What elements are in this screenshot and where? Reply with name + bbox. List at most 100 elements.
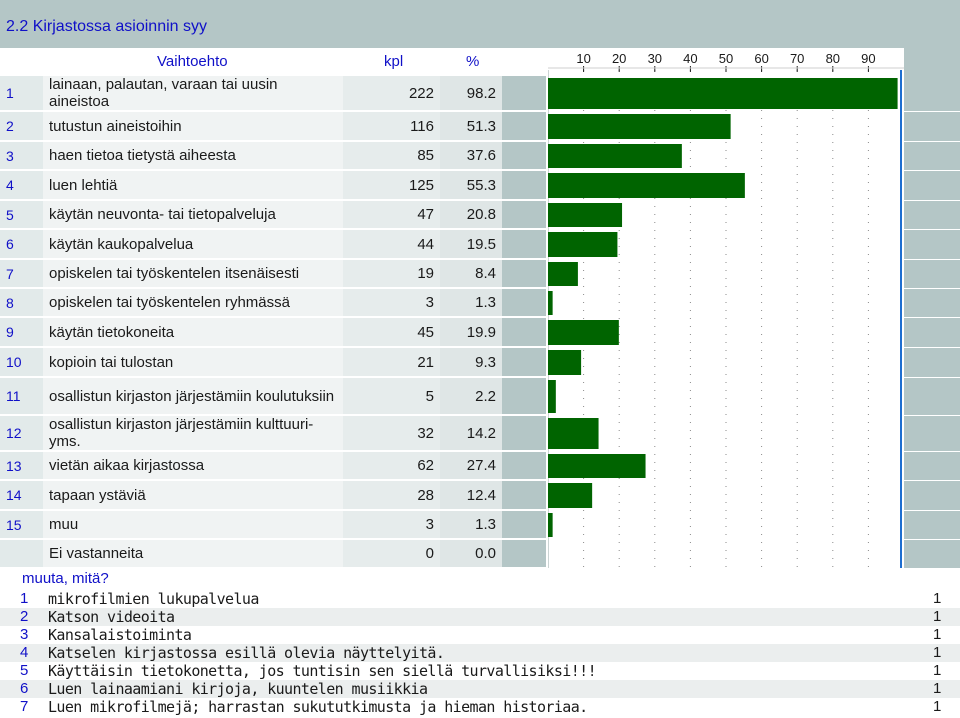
- row-right-band: [904, 142, 960, 170]
- row-spacer: [502, 511, 546, 538]
- bar-chart-svg: 10 20 30 40 50 60 70 80 90: [548, 51, 904, 568]
- bar: [548, 483, 593, 508]
- row-spacer: [502, 318, 546, 346]
- row-percent: 14.2: [440, 416, 502, 450]
- row-count: 5: [343, 378, 440, 414]
- row-spacer: [502, 171, 546, 199]
- row-spacer: [502, 481, 546, 509]
- row-label: tutustun aineistoihin: [43, 112, 343, 140]
- row-spacer: [502, 142, 546, 169]
- row-right-band: [904, 540, 960, 568]
- header-option: Vaihtoehto: [157, 53, 228, 70]
- other-answer-count: 1: [933, 698, 942, 715]
- other-answer-count: 1: [933, 662, 942, 679]
- row-count: 222: [343, 76, 440, 110]
- row-percent: 1.3: [440, 511, 502, 538]
- row-spacer: [502, 289, 546, 316]
- bar: [548, 320, 619, 345]
- row-spacer: [502, 452, 546, 479]
- row-label: vietän aikaa kirjastossa: [43, 452, 343, 479]
- x-tick-label: 80: [826, 51, 840, 66]
- row-percent: 19.5: [440, 230, 502, 258]
- row-right-band: [904, 452, 960, 480]
- other-answer-text: Käyttäisin tietokonetta, jos tuntisin se…: [48, 662, 597, 680]
- other-answer-text: Kansalaistoiminta: [48, 626, 192, 644]
- other-answer-text: Luen mikrofilmejä; harrastan sukututkimu…: [48, 698, 588, 716]
- bar: [548, 203, 623, 227]
- other-answer-text: Katson videoita: [48, 608, 175, 626]
- bar: [548, 291, 553, 315]
- header-count: kpl: [384, 53, 404, 70]
- row-number: 12: [0, 416, 43, 450]
- bar: [548, 380, 556, 413]
- other-answer-row: 6 Luen lainaamiani kirjoja, kuuntelen mus…: [0, 680, 960, 698]
- row-number: 11: [0, 378, 43, 414]
- row-count: 62: [343, 452, 440, 479]
- bar: [548, 114, 731, 139]
- other-answer-row: 1 mikrofilmien lukupalvelua 1: [0, 590, 960, 608]
- other-answer-number: 7: [20, 698, 29, 715]
- other-answer-count: 1: [933, 608, 942, 625]
- bar: [548, 173, 745, 198]
- x-tick-label: 50: [719, 51, 733, 66]
- row-number: 6: [0, 230, 43, 258]
- row-right-band: [904, 260, 960, 288]
- x-tick-label: 10: [576, 51, 590, 66]
- bar: [548, 454, 646, 478]
- row-number: 1: [0, 76, 43, 110]
- row-right-band: [904, 348, 960, 377]
- bar: [548, 513, 553, 537]
- row-right-band: [904, 416, 960, 451]
- row-number: 4: [0, 171, 43, 199]
- header-right-band: [904, 48, 960, 76]
- row-label: käytän kaukopalvelua: [43, 230, 343, 258]
- other-answer-count: 1: [933, 626, 942, 643]
- header-percent: %: [466, 53, 480, 70]
- row-label: Ei vastanneita: [43, 540, 343, 567]
- other-answers-title: muuta, mitä?: [22, 570, 109, 587]
- other-answer-number: 4: [20, 644, 29, 661]
- row-count: 0: [343, 540, 440, 567]
- row-right-band: [904, 171, 960, 200]
- row-right-band: [904, 230, 960, 259]
- row-percent: 98.2: [440, 76, 502, 110]
- row-percent: 9.3: [440, 348, 502, 376]
- row-percent: 19.9: [440, 318, 502, 346]
- x-tick-label: 30: [648, 51, 662, 66]
- row-percent: 20.8: [440, 201, 502, 228]
- other-answer-number: 3: [20, 626, 29, 643]
- row-number: 10: [0, 348, 43, 376]
- row-label: kopioin tai tulostan: [43, 348, 343, 376]
- x-tick-label: 70: [790, 51, 804, 66]
- other-answer-number: 1: [20, 590, 29, 607]
- row-label: opiskelen tai työskentelen ryhmässä: [43, 289, 343, 316]
- chart-row-band: [548, 378, 904, 414]
- x-tick-label: 90: [861, 51, 875, 66]
- other-answer-text: mikrofilmien lukupalvelua: [48, 590, 259, 608]
- row-label: lainaan, palautan, varaan tai uusin aine…: [43, 76, 343, 110]
- chart-row-band: [548, 416, 904, 450]
- other-answer-row: 3 Kansalaistoiminta 1: [0, 626, 960, 644]
- row-count: 44: [343, 230, 440, 258]
- row-percent: 0.0: [440, 540, 502, 567]
- chart-row-band: [548, 260, 904, 287]
- row-percent: 1.3: [440, 289, 502, 316]
- row-spacer: [502, 76, 546, 110]
- row-label: luen lehtiä: [43, 171, 343, 199]
- row-count: 3: [343, 289, 440, 316]
- row-right-band: [904, 201, 960, 229]
- row-right-band: [904, 112, 960, 141]
- other-answer-count: 1: [933, 680, 942, 697]
- row-count: 116: [343, 112, 440, 140]
- row-count: 125: [343, 171, 440, 199]
- row-spacer: [502, 260, 546, 287]
- row-label: haen tietoa tietystä aiheesta: [43, 142, 343, 169]
- other-answer-number: 5: [20, 662, 29, 679]
- row-percent: 51.3: [440, 112, 502, 140]
- other-answer-number: 6: [20, 680, 29, 697]
- row-right-band: [904, 289, 960, 317]
- row-count: 32: [343, 416, 440, 450]
- row-percent: 55.3: [440, 171, 502, 199]
- row-spacer: [502, 201, 546, 228]
- row-right-band: [904, 481, 960, 510]
